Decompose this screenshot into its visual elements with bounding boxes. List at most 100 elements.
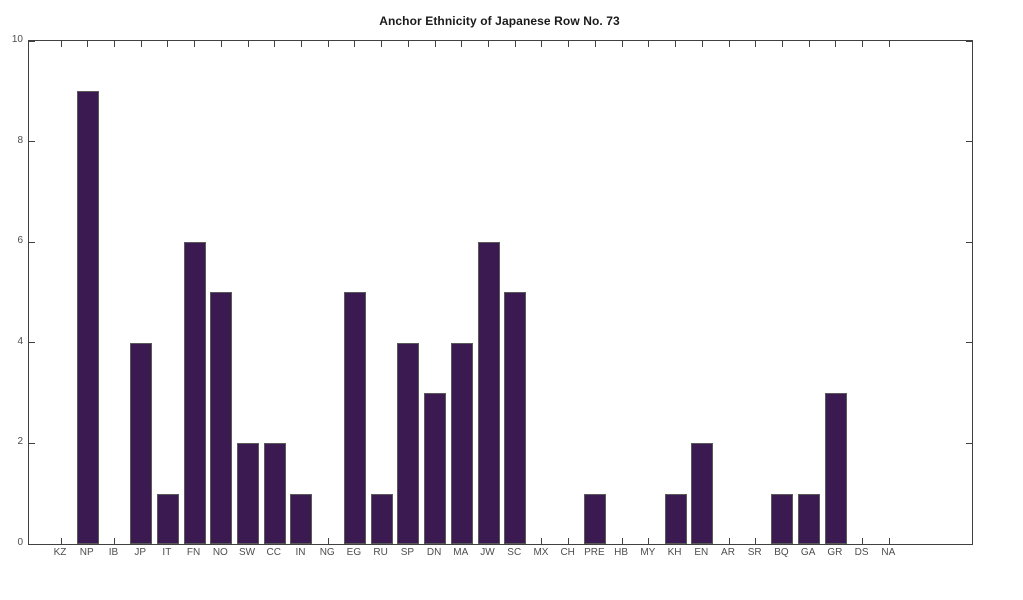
x-tick-top [407,41,409,47]
x-axis-tick-label: KH [667,547,682,558]
x-tick-bottom [113,538,115,544]
x-tick-top [381,41,383,47]
x-axis-tick-label: DN [426,547,442,558]
x-axis-tick-label: GR [827,547,843,558]
x-tick-bottom [541,538,543,544]
x-tick-top [621,41,623,47]
x-axis-tick-label: SP [400,547,415,558]
bar-SW [237,443,260,544]
x-axis-tick-label: AR [721,547,735,558]
x-axis-tick-label: SW [238,547,256,558]
bar-GA [798,494,821,544]
x-axis-tick-label: KZ [53,547,67,558]
y-tick-left [29,442,35,444]
y-tick-right [966,543,972,545]
x-tick-top [194,41,196,47]
x-tick-top [274,41,276,47]
x-axis-tick-label: GA [800,547,816,558]
x-tick-top [247,41,249,47]
x-axis-tick-label: NA [881,547,896,558]
y-tick-left [29,342,35,344]
x-tick-top [434,41,436,47]
x-tick-top [461,41,463,47]
x-tick-bottom [621,538,623,544]
x-axis-tick-label: NG [319,547,335,558]
x-tick-top [594,41,596,47]
y-tick-right [966,40,972,42]
x-axis-tick-label: CH [560,547,575,558]
x-tick-top [835,41,837,47]
bar-BQ [771,494,794,544]
x-tick-bottom [60,538,62,544]
x-tick-top [327,41,329,47]
x-tick-top [755,41,757,47]
x-tick-bottom [862,538,864,544]
x-axis-tick-label: IT [162,547,172,558]
plot-area [28,40,973,545]
y-tick-right [966,141,972,143]
bar-IT [156,494,179,544]
bar-CC [263,443,286,544]
x-axis-tick-label: RU [373,547,388,558]
bar-EG [343,292,366,544]
y-axis-tick-label: 4 [17,335,23,347]
bar-EN [691,443,714,544]
bar-MA [450,343,473,544]
x-tick-top [354,41,356,47]
y-tick-right [966,442,972,444]
bar-JW [477,242,500,544]
y-axis-tick-label: 8 [17,134,23,146]
y-tick-right [966,342,972,344]
y-axis-tick-label: 10 [11,34,23,45]
x-tick-top [541,41,543,47]
x-axis-tick-label: EN [694,547,709,558]
bar-NP [76,91,99,544]
x-axis-tick-label: JP [134,547,146,558]
x-axis-tick-label: BQ [774,547,789,558]
x-tick-bottom [755,538,757,544]
x-tick-top [888,41,890,47]
y-axis-tick-label: 0 [17,537,23,548]
x-tick-top [514,41,516,47]
x-tick-top [648,41,650,47]
x-tick-bottom [327,538,329,544]
x-axis-tick-label: MY [640,547,656,558]
bar-RU [370,494,393,544]
y-tick-left [29,241,35,243]
bar-SC [504,292,527,544]
x-tick-top [140,41,142,47]
x-tick-top [300,41,302,47]
x-axis-tick-label: MA [453,547,469,558]
x-axis-tick-label: JW [480,547,495,558]
x-tick-top [488,41,490,47]
x-axis-tick-label: CC [266,547,281,558]
bar-DN [424,393,447,544]
bar-PRE [584,494,607,544]
x-tick-top [220,41,222,47]
x-axis-tick-label: SR [747,547,762,558]
x-tick-top [568,41,570,47]
y-axis-tick-label: 6 [17,235,23,247]
chart-title: Anchor Ethnicity of Japanese Row No. 73 [379,14,620,28]
x-axis-tick-label: NO [212,547,228,558]
x-tick-bottom [728,538,730,544]
x-tick-top [675,41,677,47]
x-tick-top [87,41,89,47]
x-tick-top [808,41,810,47]
bar-SP [397,343,420,544]
x-tick-top [781,41,783,47]
x-tick-top [167,41,169,47]
x-axis-tick-label: IN [295,547,306,558]
x-axis-tick-label: PRE [584,547,605,558]
y-axis-tick-label: 2 [17,436,23,448]
x-axis-tick-label: NP [79,547,94,558]
x-tick-top [862,41,864,47]
bar-FN [183,242,206,544]
x-tick-top [60,41,62,47]
y-tick-left [29,40,35,42]
bar-KH [664,494,687,544]
x-tick-bottom [888,538,890,544]
y-tick-right [966,241,972,243]
x-tick-top [728,41,730,47]
x-axis-tick-label: EG [346,547,362,558]
